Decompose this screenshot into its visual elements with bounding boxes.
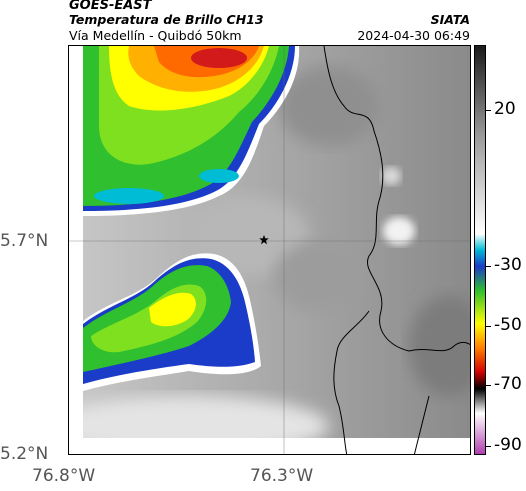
cloud-cluster-south — [83, 253, 261, 391]
organization-label: SIATA — [430, 12, 470, 27]
star-icon — [259, 235, 269, 245]
colorbar-tick — [486, 110, 491, 111]
coastline-borders — [323, 46, 470, 454]
grid-lines — [69, 46, 470, 454]
timestamp-label: 2024-04-30 06:49 — [357, 28, 470, 43]
lon-label-76.8: 76.8°W — [32, 466, 96, 486]
colorbar-label-minus70: -70 — [494, 374, 522, 394]
satellite-imagery — [69, 46, 470, 454]
colorbar — [474, 45, 486, 455]
map-subtitle: Vía Medellín - Quibdó 50km — [69, 28, 242, 43]
map-title: Temperatura de Brillo CH13 — [69, 12, 264, 27]
colorbar-label-minus50: -50 — [494, 315, 522, 335]
colorbar-label-minus90: -90 — [494, 435, 522, 455]
colorbar-tick — [486, 446, 491, 447]
colorbar-tick — [486, 326, 491, 327]
colorbar-label-minus30: -30 — [494, 255, 522, 275]
cloud-cluster-north — [83, 46, 300, 216]
colorbar-label-20: 20 — [494, 99, 516, 119]
satellite-map[interactable] — [68, 45, 471, 455]
lat-label-5.7: 5.7°N — [0, 231, 49, 251]
lon-label-76.3: 76.3°W — [250, 466, 314, 486]
colorbar-tick — [486, 266, 491, 267]
colorbar-tick — [486, 385, 491, 386]
lat-label-5.2: 5.2°N — [0, 444, 49, 464]
agency-label: GOES-EAST — [69, 0, 152, 13]
